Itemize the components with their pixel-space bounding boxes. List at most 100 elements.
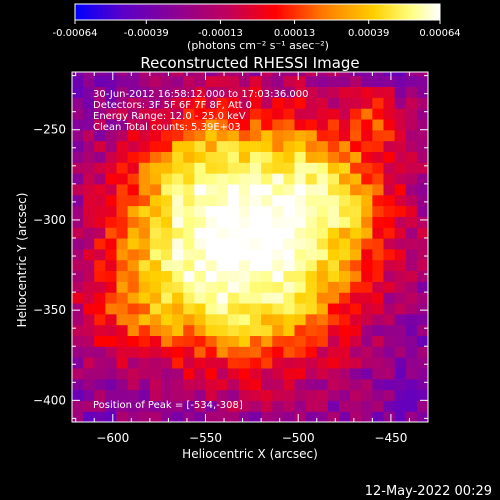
heatmap-cell (327, 151, 340, 163)
heatmap-cell (149, 183, 162, 196)
heatmap-cell (294, 313, 307, 326)
heatmap-cell (372, 118, 385, 131)
heatmap-cell (127, 367, 140, 380)
heatmap-cell (416, 205, 428, 217)
heatmap-cell (83, 72, 95, 77)
heatmap-cell (261, 129, 273, 142)
heatmap-cell (327, 292, 340, 304)
heatmap-cell (261, 346, 273, 358)
plot-frame (71, 71, 429, 423)
heatmap-cell (394, 302, 407, 315)
heatmap-cell (372, 335, 385, 347)
heatmap-cell (272, 357, 284, 369)
heatmap-cell (261, 411, 273, 422)
heatmap-cell (238, 194, 251, 207)
heatmap-cell (138, 162, 151, 174)
heatmap-cell (138, 194, 151, 207)
heatmap-cell (94, 151, 106, 163)
heatmap-cell (283, 97, 296, 109)
heatmap-cell (350, 173, 362, 185)
heatmap-cell (94, 357, 106, 369)
heatmap-cell (94, 205, 106, 217)
heatmap-cell (216, 357, 229, 369)
heatmap-cell (83, 216, 95, 228)
heatmap-cell (227, 346, 240, 358)
heatmap-cell (361, 151, 373, 163)
colorbar: -0.00064 -0.00039 -0.00013 0.00013 0.00039 0.… (53, 3, 461, 52)
heatmap-cell (116, 335, 129, 347)
heatmap-cell (172, 129, 184, 142)
heatmap-cell (238, 86, 251, 98)
heatmap-cell (149, 86, 162, 98)
heatmap-cell (261, 400, 273, 412)
heatmap-cell (216, 162, 229, 174)
heatmap-cell (205, 313, 218, 326)
heatmap-cell (327, 72, 340, 77)
heatmap-cell (405, 237, 418, 250)
heatmap-cell (105, 389, 118, 401)
heatmap-cell (116, 237, 129, 250)
heatmap-cell (405, 72, 418, 77)
heatmap-cell (227, 367, 240, 380)
heatmap-cell (238, 400, 251, 412)
heatmap-cell (238, 248, 251, 261)
heatmap-cell (394, 270, 407, 282)
heatmap-cell (316, 205, 329, 217)
heatmap-cell (316, 151, 329, 163)
heatmap-cell (339, 259, 351, 272)
heatmap-cell (327, 302, 340, 315)
heatmap-cell (305, 97, 318, 109)
chart-title: Reconstructed RHESSI Image (140, 54, 359, 72)
heatmap-cell (394, 75, 407, 88)
heatmap-cell (283, 313, 296, 326)
heatmap-cell (72, 346, 84, 358)
heatmap-cell (272, 108, 284, 120)
heatmap-cell (361, 270, 373, 282)
heatmap-cell (327, 194, 340, 207)
heatmap-cell (205, 346, 218, 358)
heatmap-cell (83, 357, 95, 369)
heatmap-cell (94, 292, 106, 304)
heatmap-cell (172, 346, 184, 358)
x-tick-label: −600 (96, 431, 129, 445)
heatmap-cell (250, 313, 262, 326)
heatmap-cell (205, 270, 218, 282)
heatmap-cell (339, 346, 351, 358)
heatmap-cell (116, 302, 129, 315)
heatmap-cell (83, 86, 95, 98)
heatmap-cell (194, 108, 207, 120)
heatmap-cell (361, 118, 373, 131)
heatmap-cell (72, 400, 84, 412)
heatmap-cell (94, 140, 106, 152)
heatmap-cell (339, 72, 351, 77)
annotation-clean-counts: Clean Total counts: 5.39E+03 (93, 122, 241, 133)
heatmap-cell (339, 129, 351, 142)
heatmap-cell (83, 270, 95, 282)
heatmap-cell (172, 86, 184, 98)
heatmap-cell (127, 75, 140, 88)
heatmap-cell (305, 389, 318, 401)
heatmap-cell (316, 129, 329, 142)
heatmap-cell (172, 281, 184, 293)
heatmap-cell (138, 302, 151, 315)
heatmap-cell (361, 86, 373, 98)
heatmap-cell (161, 367, 173, 380)
heatmap-cell (216, 313, 229, 326)
heatmap-cell (83, 292, 95, 304)
heatmap-cell (116, 259, 129, 272)
heatmap-cell (149, 281, 162, 293)
heatmap-cell (361, 129, 373, 142)
heatmap-cell (294, 162, 307, 174)
heatmap-cell (216, 259, 229, 272)
heatmap-cell (205, 400, 218, 412)
heatmap-cell (205, 75, 218, 88)
heatmap-cell (383, 194, 396, 207)
heatmap-cell (94, 227, 106, 239)
heatmap-cell (316, 389, 329, 401)
heatmap-cell (94, 108, 106, 120)
heatmap-cell (372, 75, 385, 88)
heatmap-cell (227, 357, 240, 369)
heatmap-cell (394, 248, 407, 261)
heatmap-cell (416, 75, 428, 88)
heatmap-cell (316, 173, 329, 185)
